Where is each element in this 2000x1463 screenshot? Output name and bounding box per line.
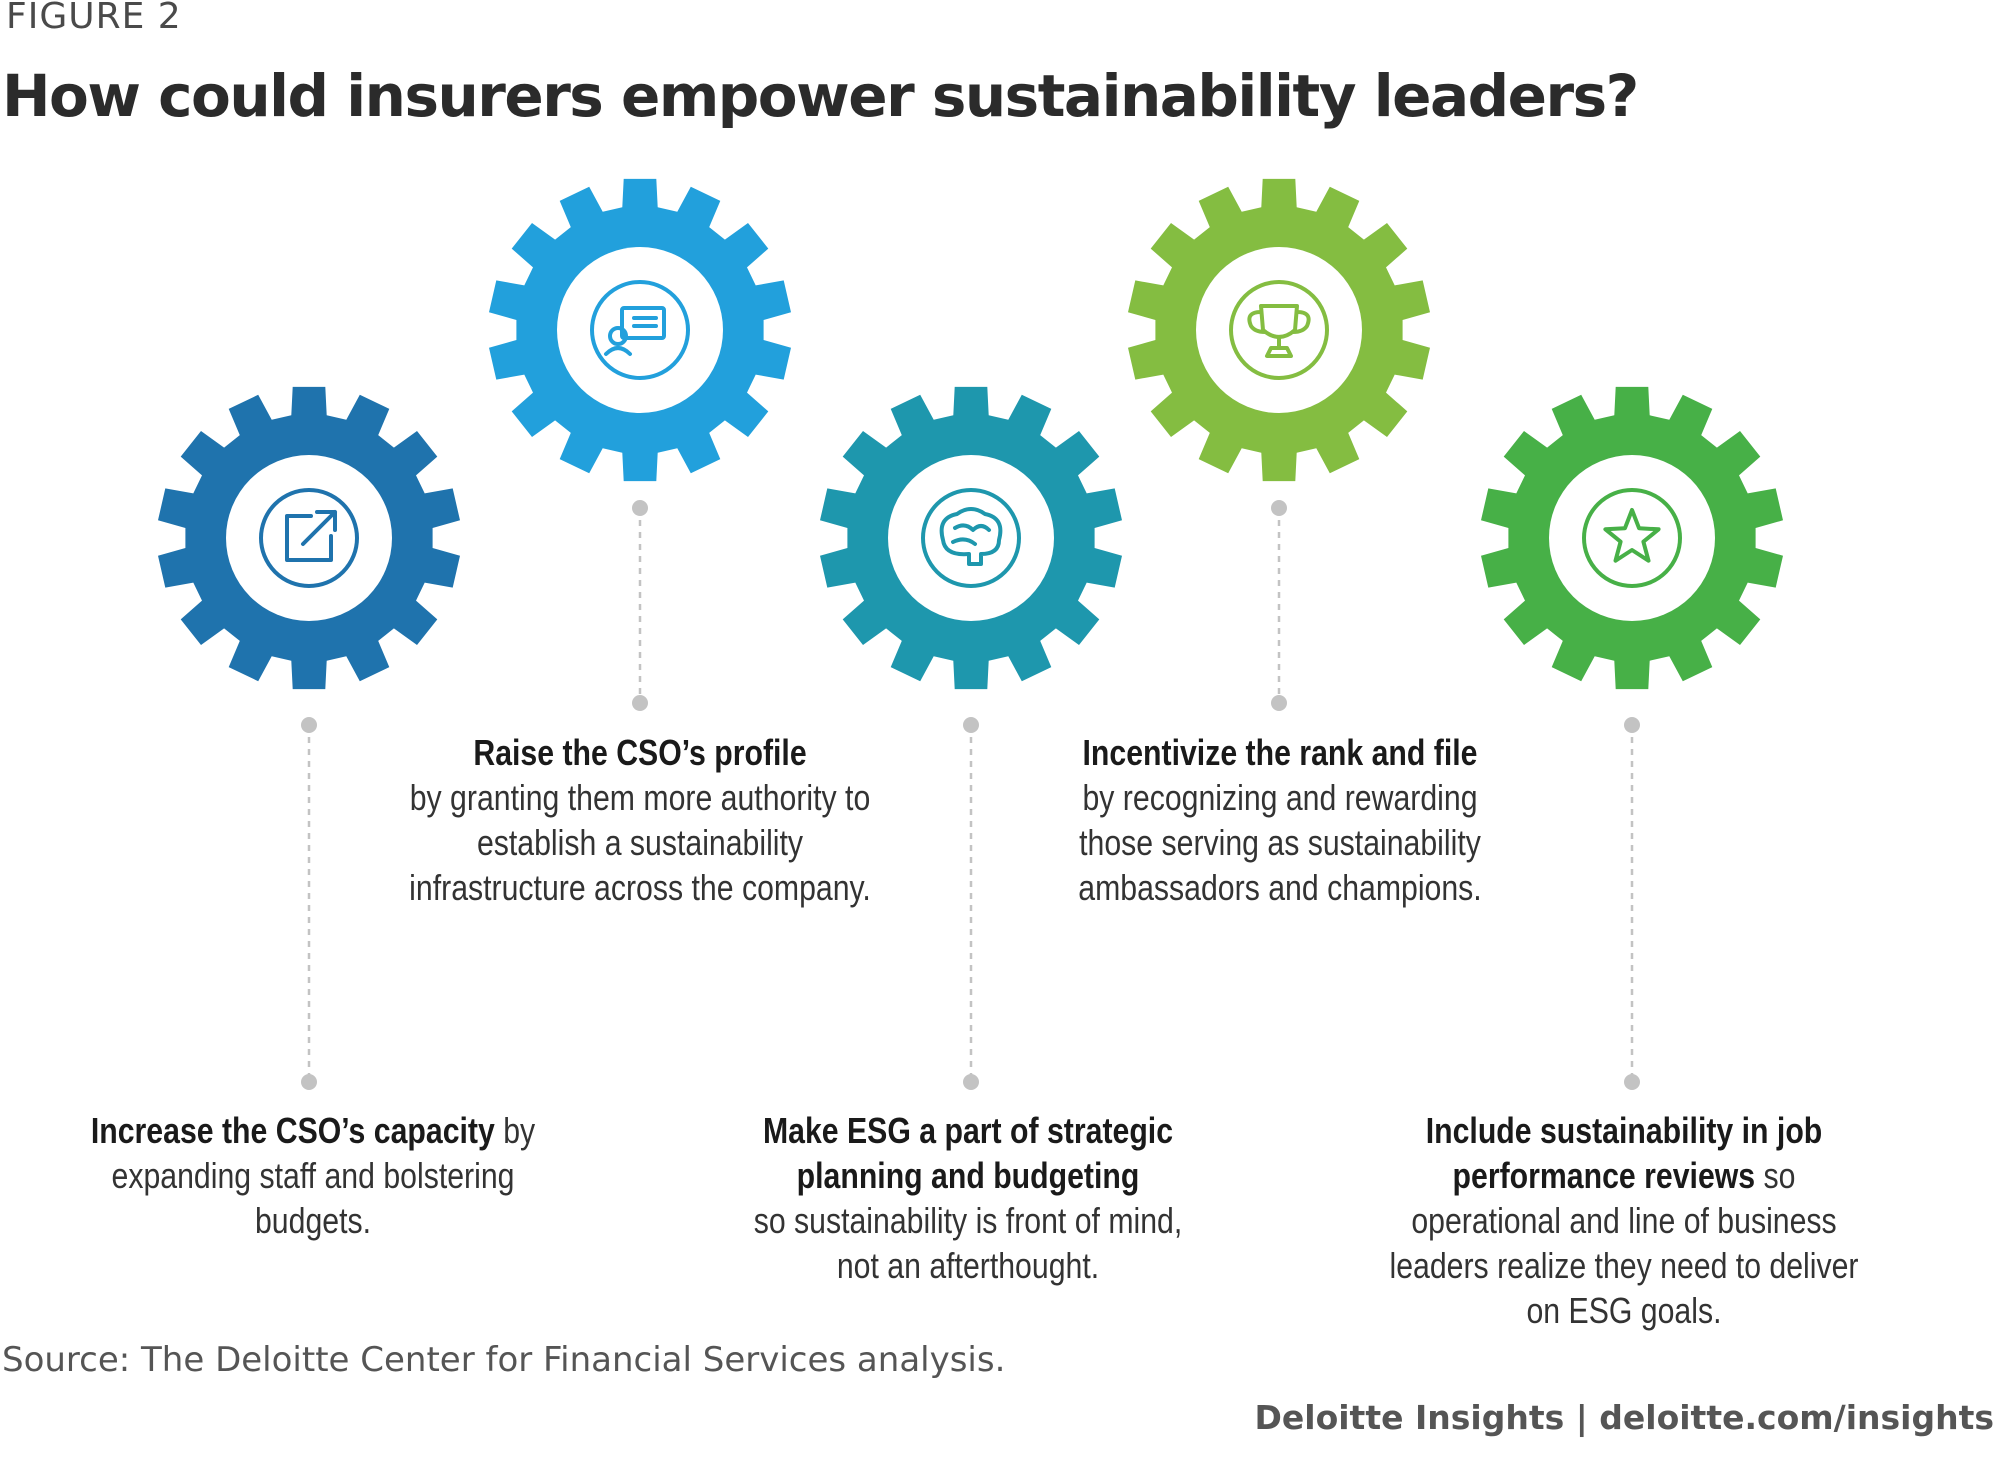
caption-raise-profile: Raise the CSO’s profile by granting them… xyxy=(409,732,871,908)
presentation-icon xyxy=(590,280,690,380)
connector-dot xyxy=(1271,500,1287,516)
source-note: Source: The Deloitte Center for Financia… xyxy=(2,1340,1006,1380)
connector-dot xyxy=(1271,695,1287,711)
gear-4 xyxy=(1128,178,1430,482)
brain-icon xyxy=(921,488,1021,588)
connector-dot xyxy=(963,717,979,733)
gear-2 xyxy=(489,178,791,482)
caption-incentivize: Incentivize the rank and file by recogni… xyxy=(1078,732,1482,908)
star-icon xyxy=(1582,488,1682,588)
external-link-icon xyxy=(259,488,359,588)
connector-dot xyxy=(301,1074,317,1090)
connector-dot xyxy=(632,500,648,516)
gear-3 xyxy=(820,386,1122,690)
connector-dot xyxy=(301,717,317,733)
connector-dot xyxy=(963,1074,979,1090)
connector-dot xyxy=(1624,717,1640,733)
caption-performance-reviews: Include sustainability in job performanc… xyxy=(1389,1110,1859,1331)
gear-hub xyxy=(1549,455,1715,621)
caption-esg-planning: Make ESG a part of strategic planning an… xyxy=(753,1110,1183,1286)
trophy-icon xyxy=(1229,280,1329,380)
gear-hub xyxy=(888,455,1054,621)
connector-dot xyxy=(632,695,648,711)
caption-increase-capacity: Increase the CSO’s capacity by expanding… xyxy=(90,1110,536,1241)
connector-dot xyxy=(1624,1074,1640,1090)
gear-1 xyxy=(158,386,460,690)
figure-label: FIGURE 2 xyxy=(6,0,182,37)
footer-credit: Deloitte Insights | deloitte.com/insight… xyxy=(1254,1398,1994,1437)
gear-hub xyxy=(1196,247,1362,413)
gear-5 xyxy=(1481,386,1783,690)
gear-hub xyxy=(557,247,723,413)
figure-title: How could insurers empower sustainabilit… xyxy=(2,62,1639,130)
